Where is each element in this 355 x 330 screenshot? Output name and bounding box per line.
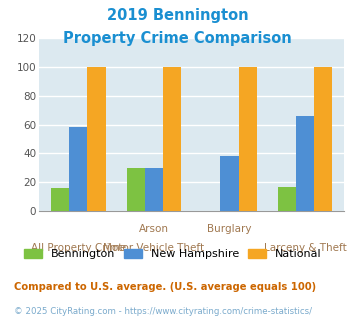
Text: Arson: Arson [139, 224, 169, 234]
Text: All Property Crime: All Property Crime [31, 243, 126, 252]
Text: Compared to U.S. average. (U.S. average equals 100): Compared to U.S. average. (U.S. average … [14, 282, 316, 292]
Bar [220, 156, 239, 211]
Bar [314, 67, 332, 211]
Text: Property Crime Comparison: Property Crime Comparison [63, 31, 292, 46]
Bar [69, 127, 87, 211]
Text: © 2025 CityRating.com - https://www.cityrating.com/crime-statistics/: © 2025 CityRating.com - https://www.city… [14, 307, 312, 316]
Text: Motor Vehicle Theft: Motor Vehicle Theft [103, 243, 204, 252]
Bar [145, 168, 163, 211]
Bar [163, 67, 181, 211]
Bar [127, 168, 145, 211]
Legend: Bennington, New Hampshire, National: Bennington, New Hampshire, National [20, 244, 326, 263]
Bar [278, 187, 296, 211]
Bar [51, 188, 69, 211]
Bar [87, 67, 105, 211]
Text: Larceny & Theft: Larceny & Theft [264, 243, 346, 252]
Text: Burglary: Burglary [207, 224, 252, 234]
Bar [296, 116, 314, 211]
Text: 2019 Bennington: 2019 Bennington [107, 8, 248, 23]
Bar [239, 67, 257, 211]
